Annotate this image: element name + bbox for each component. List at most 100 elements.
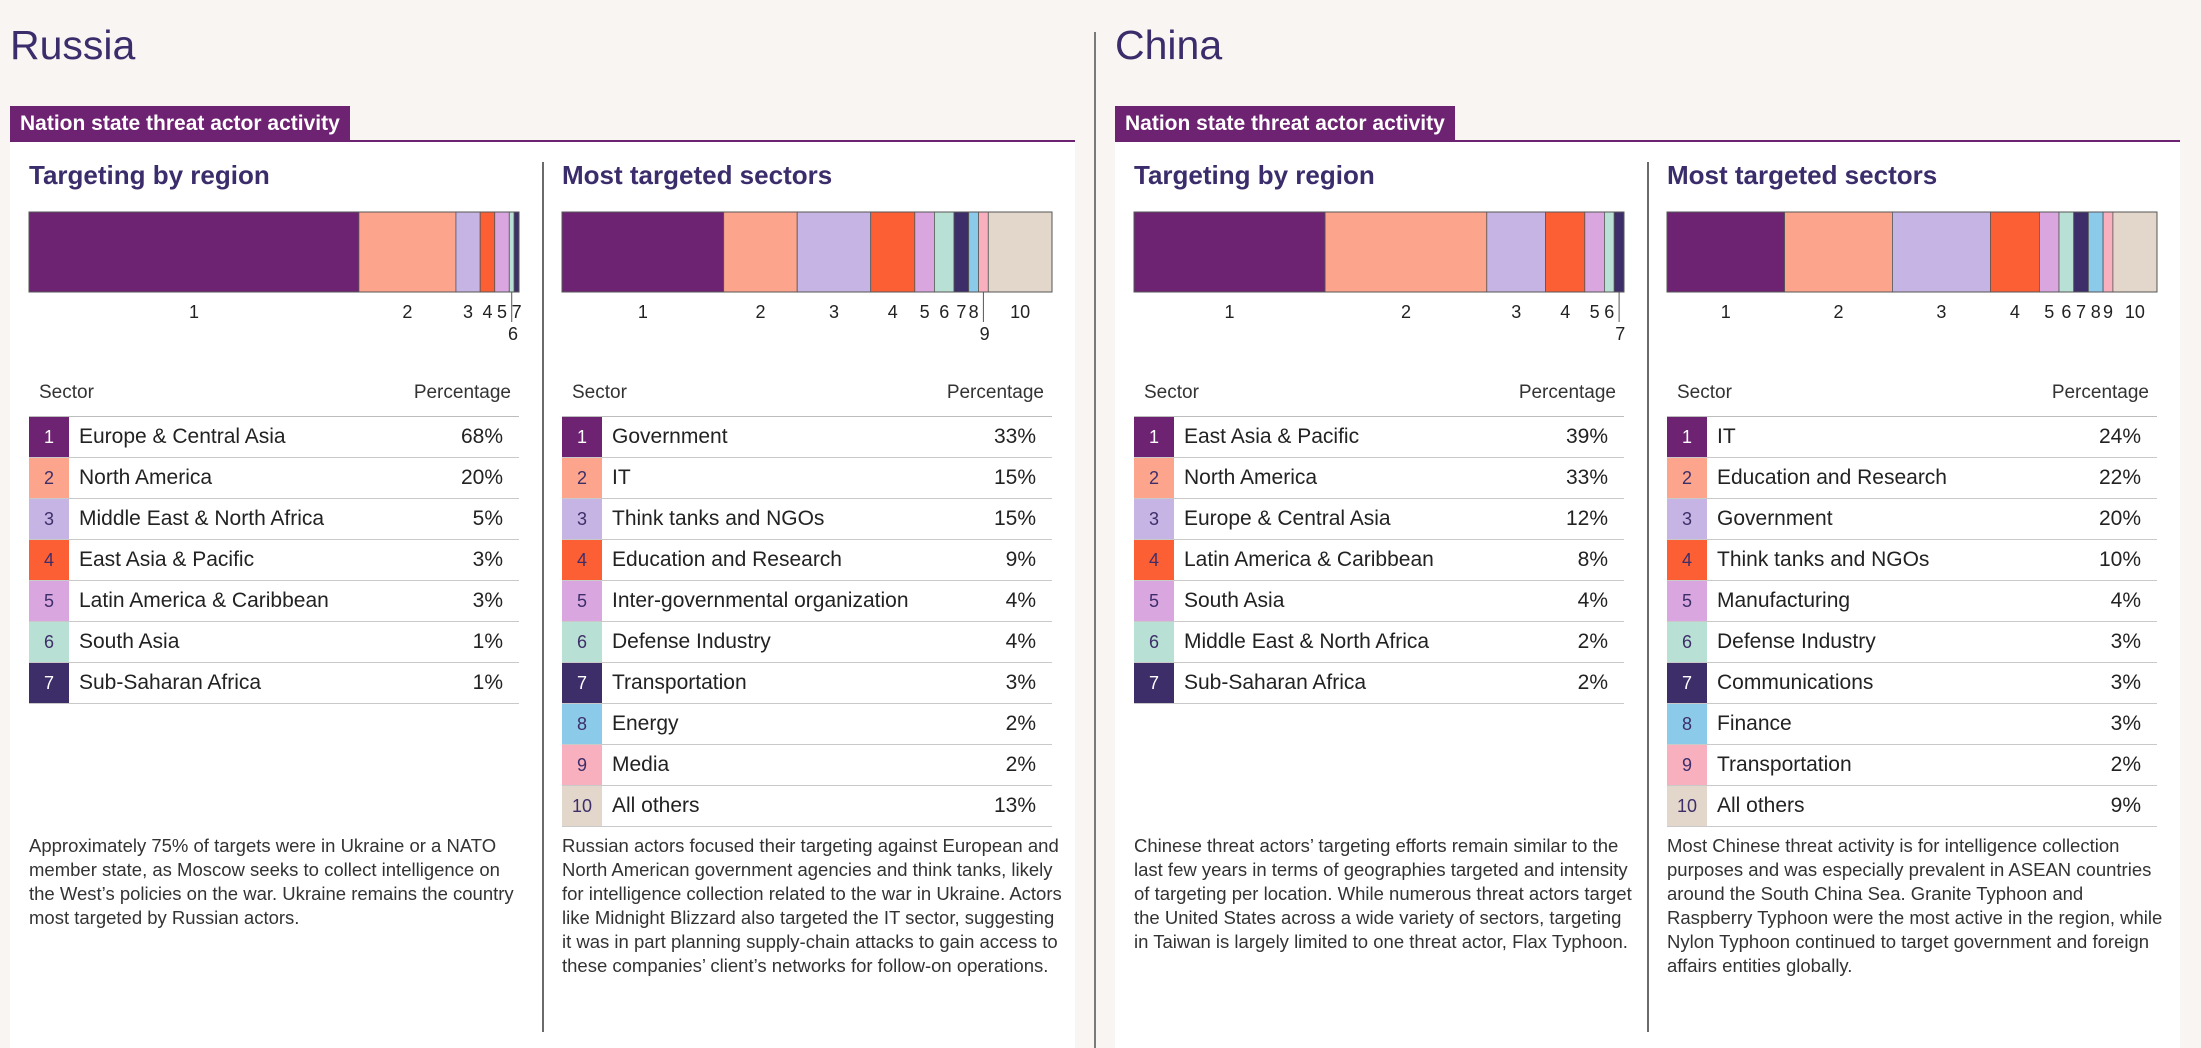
table-row: 7 Sub-Saharan Africa 1% bbox=[29, 663, 519, 704]
bar-segment-2 bbox=[1324, 211, 1488, 293]
row-label: Finance bbox=[1717, 712, 1792, 735]
table-row: 8 Energy 2% bbox=[562, 704, 1052, 745]
table-row: 7 Communications 3% bbox=[1667, 663, 2157, 704]
header-sector: Sector bbox=[572, 382, 627, 403]
country-title: Russia bbox=[10, 22, 136, 68]
row-percentage: 1% bbox=[472, 630, 503, 653]
row-number-badge: 1 bbox=[1667, 417, 1707, 457]
bar-segment-7 bbox=[1613, 211, 1625, 293]
row-number-badge: 2 bbox=[29, 458, 69, 498]
bar-segment-3 bbox=[1486, 211, 1546, 293]
row-percentage: 15% bbox=[993, 507, 1036, 530]
table-row: 8 Finance 3% bbox=[1667, 704, 2157, 745]
bar-segment-1 bbox=[28, 211, 360, 293]
bar-segment-label: 4 bbox=[1560, 302, 1570, 322]
row-number-badge: 10 bbox=[1667, 786, 1707, 826]
row-percentage: 8% bbox=[1577, 548, 1608, 571]
sector-column: Most targeted sectors 1 2 3 4 5 6 7 8 9 10 Sector… bbox=[561, 142, 1062, 1048]
row-percentage: 2% bbox=[1577, 630, 1608, 653]
bar-segment-6 bbox=[2058, 211, 2075, 293]
bar-segment-label: 7 bbox=[956, 302, 966, 322]
row-label: All others bbox=[612, 794, 700, 817]
table-row: 1 East Asia & Pacific 39% bbox=[1134, 417, 1624, 458]
row-label: Inter-governmental organization bbox=[612, 589, 909, 612]
row-number-badge: 4 bbox=[562, 540, 602, 580]
sector-table: Sector Percentage 1 Government 33% 2 IT … bbox=[562, 374, 1052, 827]
row-percentage: 4% bbox=[2110, 589, 2141, 612]
table-row: 6 Middle East & North Africa 2% bbox=[1134, 622, 1624, 663]
row-percentage: 3% bbox=[1005, 671, 1036, 694]
row-number-badge: 3 bbox=[562, 499, 602, 539]
row-number-badge: 7 bbox=[29, 663, 69, 703]
table-row: 4 East Asia & Pacific 3% bbox=[29, 540, 519, 581]
row-number-badge: 10 bbox=[562, 786, 602, 826]
row-label: Defense Industry bbox=[1717, 630, 1876, 653]
sector-column: Most targeted sectors 1 2 3 4 5 6 7 8 9 10 Sector… bbox=[1666, 142, 2167, 1048]
table-row: 4 Latin America & Caribbean 8% bbox=[1134, 540, 1624, 581]
row-number-badge: 3 bbox=[29, 499, 69, 539]
row-percentage: 3% bbox=[2110, 712, 2141, 735]
bar-segment-label: 8 bbox=[2091, 302, 2101, 322]
table-row: 3 Think tanks and NGOs 15% bbox=[562, 499, 1052, 540]
bar-segment-5 bbox=[494, 211, 510, 293]
table-row: 9 Transportation 2% bbox=[1667, 745, 2157, 786]
table-row: 10 All others 9% bbox=[1667, 786, 2157, 827]
table-row: 5 South Asia 4% bbox=[1134, 581, 1624, 622]
column-divider bbox=[1647, 162, 1649, 1032]
row-percentage: 2% bbox=[2110, 753, 2141, 776]
header-sector: Sector bbox=[1144, 382, 1199, 403]
region-description: Chinese threat actors’ targeting efforts… bbox=[1134, 835, 1632, 952]
row-label: Sub-Saharan Africa bbox=[79, 671, 262, 694]
row-percentage: 20% bbox=[460, 466, 503, 489]
row-percentage: 9% bbox=[2110, 794, 2141, 817]
row-number-badge: 4 bbox=[1134, 540, 1174, 580]
bar-segment-5 bbox=[1584, 211, 1605, 293]
bar-segment-label: 2 bbox=[1401, 302, 1411, 322]
row-label: Government bbox=[612, 425, 728, 448]
china-section: China Nation state threat actor activity… bbox=[1105, 0, 2195, 1048]
row-percentage: 33% bbox=[1565, 466, 1608, 489]
bar-segment-label: 4 bbox=[888, 302, 898, 322]
banner-rule bbox=[10, 140, 1075, 142]
bar-segment-1 bbox=[561, 211, 725, 293]
bar-segment-5 bbox=[914, 211, 935, 293]
table-row: 3 Government 20% bbox=[1667, 499, 2157, 540]
bar-segment-label: 1 bbox=[1225, 302, 1235, 322]
bar-segment-label: 4 bbox=[482, 302, 492, 322]
bar-segment-label: 3 bbox=[1511, 302, 1521, 322]
row-number-badge: 9 bbox=[562, 745, 602, 785]
row-label: Media bbox=[612, 753, 670, 776]
row-percentage: 5% bbox=[472, 507, 503, 530]
header-percentage: Percentage bbox=[1518, 382, 1616, 403]
row-number-badge: 4 bbox=[1667, 540, 1707, 580]
row-label: Think tanks and NGOs bbox=[1717, 548, 1930, 571]
bar-segment-label: 6 bbox=[2061, 302, 2071, 322]
row-number-badge: 1 bbox=[29, 417, 69, 457]
table-row: 3 Middle East & North Africa 5% bbox=[29, 499, 519, 540]
row-label: Transportation bbox=[612, 671, 747, 694]
bar-segment-label: 5 bbox=[920, 302, 930, 322]
row-label: Middle East & North Africa bbox=[1184, 630, 1430, 653]
region-chart-title: Targeting by region bbox=[29, 160, 270, 190]
header-percentage: Percentage bbox=[2051, 382, 2149, 403]
row-label: North America bbox=[1184, 466, 1318, 489]
table-row: 9 Media 2% bbox=[562, 745, 1052, 786]
table-row: 4 Education and Research 9% bbox=[562, 540, 1052, 581]
row-label: Transportation bbox=[1717, 753, 1852, 776]
row-label: Communications bbox=[1717, 671, 1874, 694]
country-title: China bbox=[1115, 22, 1223, 68]
row-number-badge: 7 bbox=[1134, 663, 1174, 703]
bar-segment-3 bbox=[1891, 211, 1991, 293]
header-percentage: Percentage bbox=[413, 382, 511, 403]
bar-segment-3 bbox=[796, 211, 872, 293]
row-number-badge: 3 bbox=[1667, 499, 1707, 539]
row-label: Europe & Central Asia bbox=[1184, 507, 1391, 530]
bar-segment-label: 3 bbox=[1936, 302, 1946, 322]
bar-segment-label: 5 bbox=[1590, 302, 1600, 322]
bar-segment-label: 2 bbox=[755, 302, 765, 322]
section-divider bbox=[1094, 32, 1096, 1048]
bar-segment-label: 10 bbox=[1010, 302, 1030, 322]
